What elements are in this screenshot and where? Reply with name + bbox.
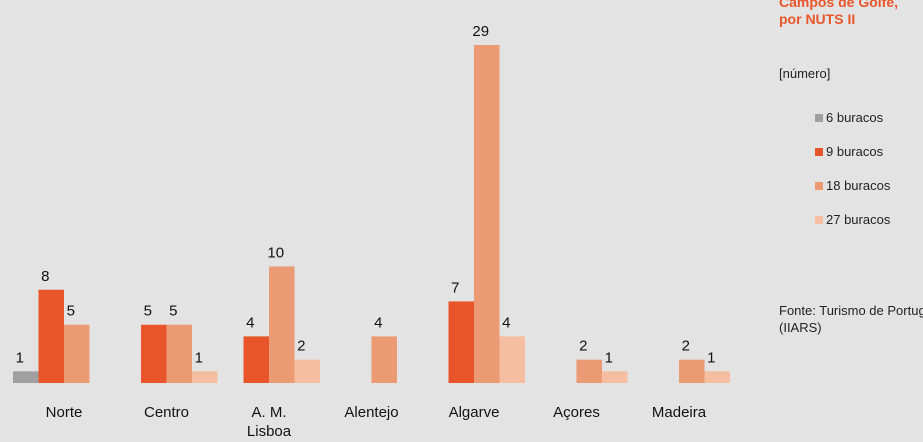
bar-alentejo-18-buracos [371, 336, 397, 383]
category-label-centro: Centro [144, 404, 189, 421]
legend-swatch [815, 182, 823, 190]
legend-swatch [815, 216, 823, 224]
bar-acores-18-buracos [576, 359, 602, 383]
bar-algarve-27-buracos [499, 336, 525, 383]
category-label-norte: Norte [46, 404, 83, 421]
data-label: 2 [682, 338, 690, 355]
legend-label: 27 buracos [826, 212, 891, 227]
bar-centro-27-buracos [192, 371, 218, 383]
chart-title: Campos de Golfe, por NUTS II [779, 0, 899, 27]
bar-centro-18-buracos [166, 324, 192, 383]
data-label: 8 [41, 268, 49, 285]
legend-item-27-buracos: 27 buracos [815, 212, 890, 246]
bar-acores-27-buracos [602, 371, 628, 383]
bar-norte-6-buracos [13, 371, 39, 383]
data-label: 7 [451, 279, 459, 296]
unit-label: [número] [779, 66, 831, 81]
data-label: 4 [246, 314, 254, 331]
legend: 6 buracos 9 buracos 18 buracos 27 buraco… [815, 110, 890, 246]
data-label: 4 [502, 314, 510, 331]
data-label: 5 [67, 303, 75, 320]
category-label-alentejo: Alentejo [344, 404, 398, 421]
bar-algarve-9-buracos [448, 301, 474, 383]
legend-swatch [815, 148, 823, 156]
legend-label: 9 buracos [826, 144, 884, 159]
data-label: 1 [195, 349, 203, 366]
data-label: 4 [374, 314, 382, 331]
data-label: 5 [169, 303, 177, 320]
category-label-algarve: Algarve [449, 404, 500, 421]
category-label-am-lisboa: A. M. Lisboa [247, 404, 292, 440]
category-label-madeira: Madeira [652, 404, 707, 421]
legend-label: 6 buracos [826, 110, 884, 125]
legend-item-9-buracos: 9 buracos [815, 144, 890, 178]
data-label: 5 [144, 303, 152, 320]
bar-am-lisboa-27-buracos [294, 359, 320, 383]
legend-item-18-buracos: 18 buracos [815, 178, 890, 212]
data-label: 1 [605, 349, 613, 366]
category-label-acores: Açores [553, 404, 600, 421]
source-note: Fonte: Turismo de Portugal (IIARS) [779, 303, 923, 335]
legend-swatch [815, 114, 823, 122]
bar-madeira-27-buracos [704, 371, 730, 383]
legend-label: 18 buracos [826, 178, 891, 193]
data-label: 1 [707, 349, 715, 366]
data-label: 29 [472, 23, 489, 40]
bar-norte-18-buracos [64, 324, 90, 383]
data-label: 1 [16, 349, 24, 366]
data-label: 2 [579, 338, 587, 355]
bar-am-lisboa-9-buracos [243, 336, 269, 383]
bar-am-lisboa-18-buracos [269, 266, 295, 383]
bar-madeira-18-buracos [679, 359, 705, 383]
bar-centro-9-buracos [141, 324, 167, 383]
legend-item-6-buracos: 6 buracos [815, 110, 890, 144]
bar-algarve-18-buracos [474, 45, 500, 383]
data-label: 2 [297, 338, 305, 355]
data-label: 10 [267, 244, 284, 261]
bar-norte-9-buracos [38, 289, 64, 383]
